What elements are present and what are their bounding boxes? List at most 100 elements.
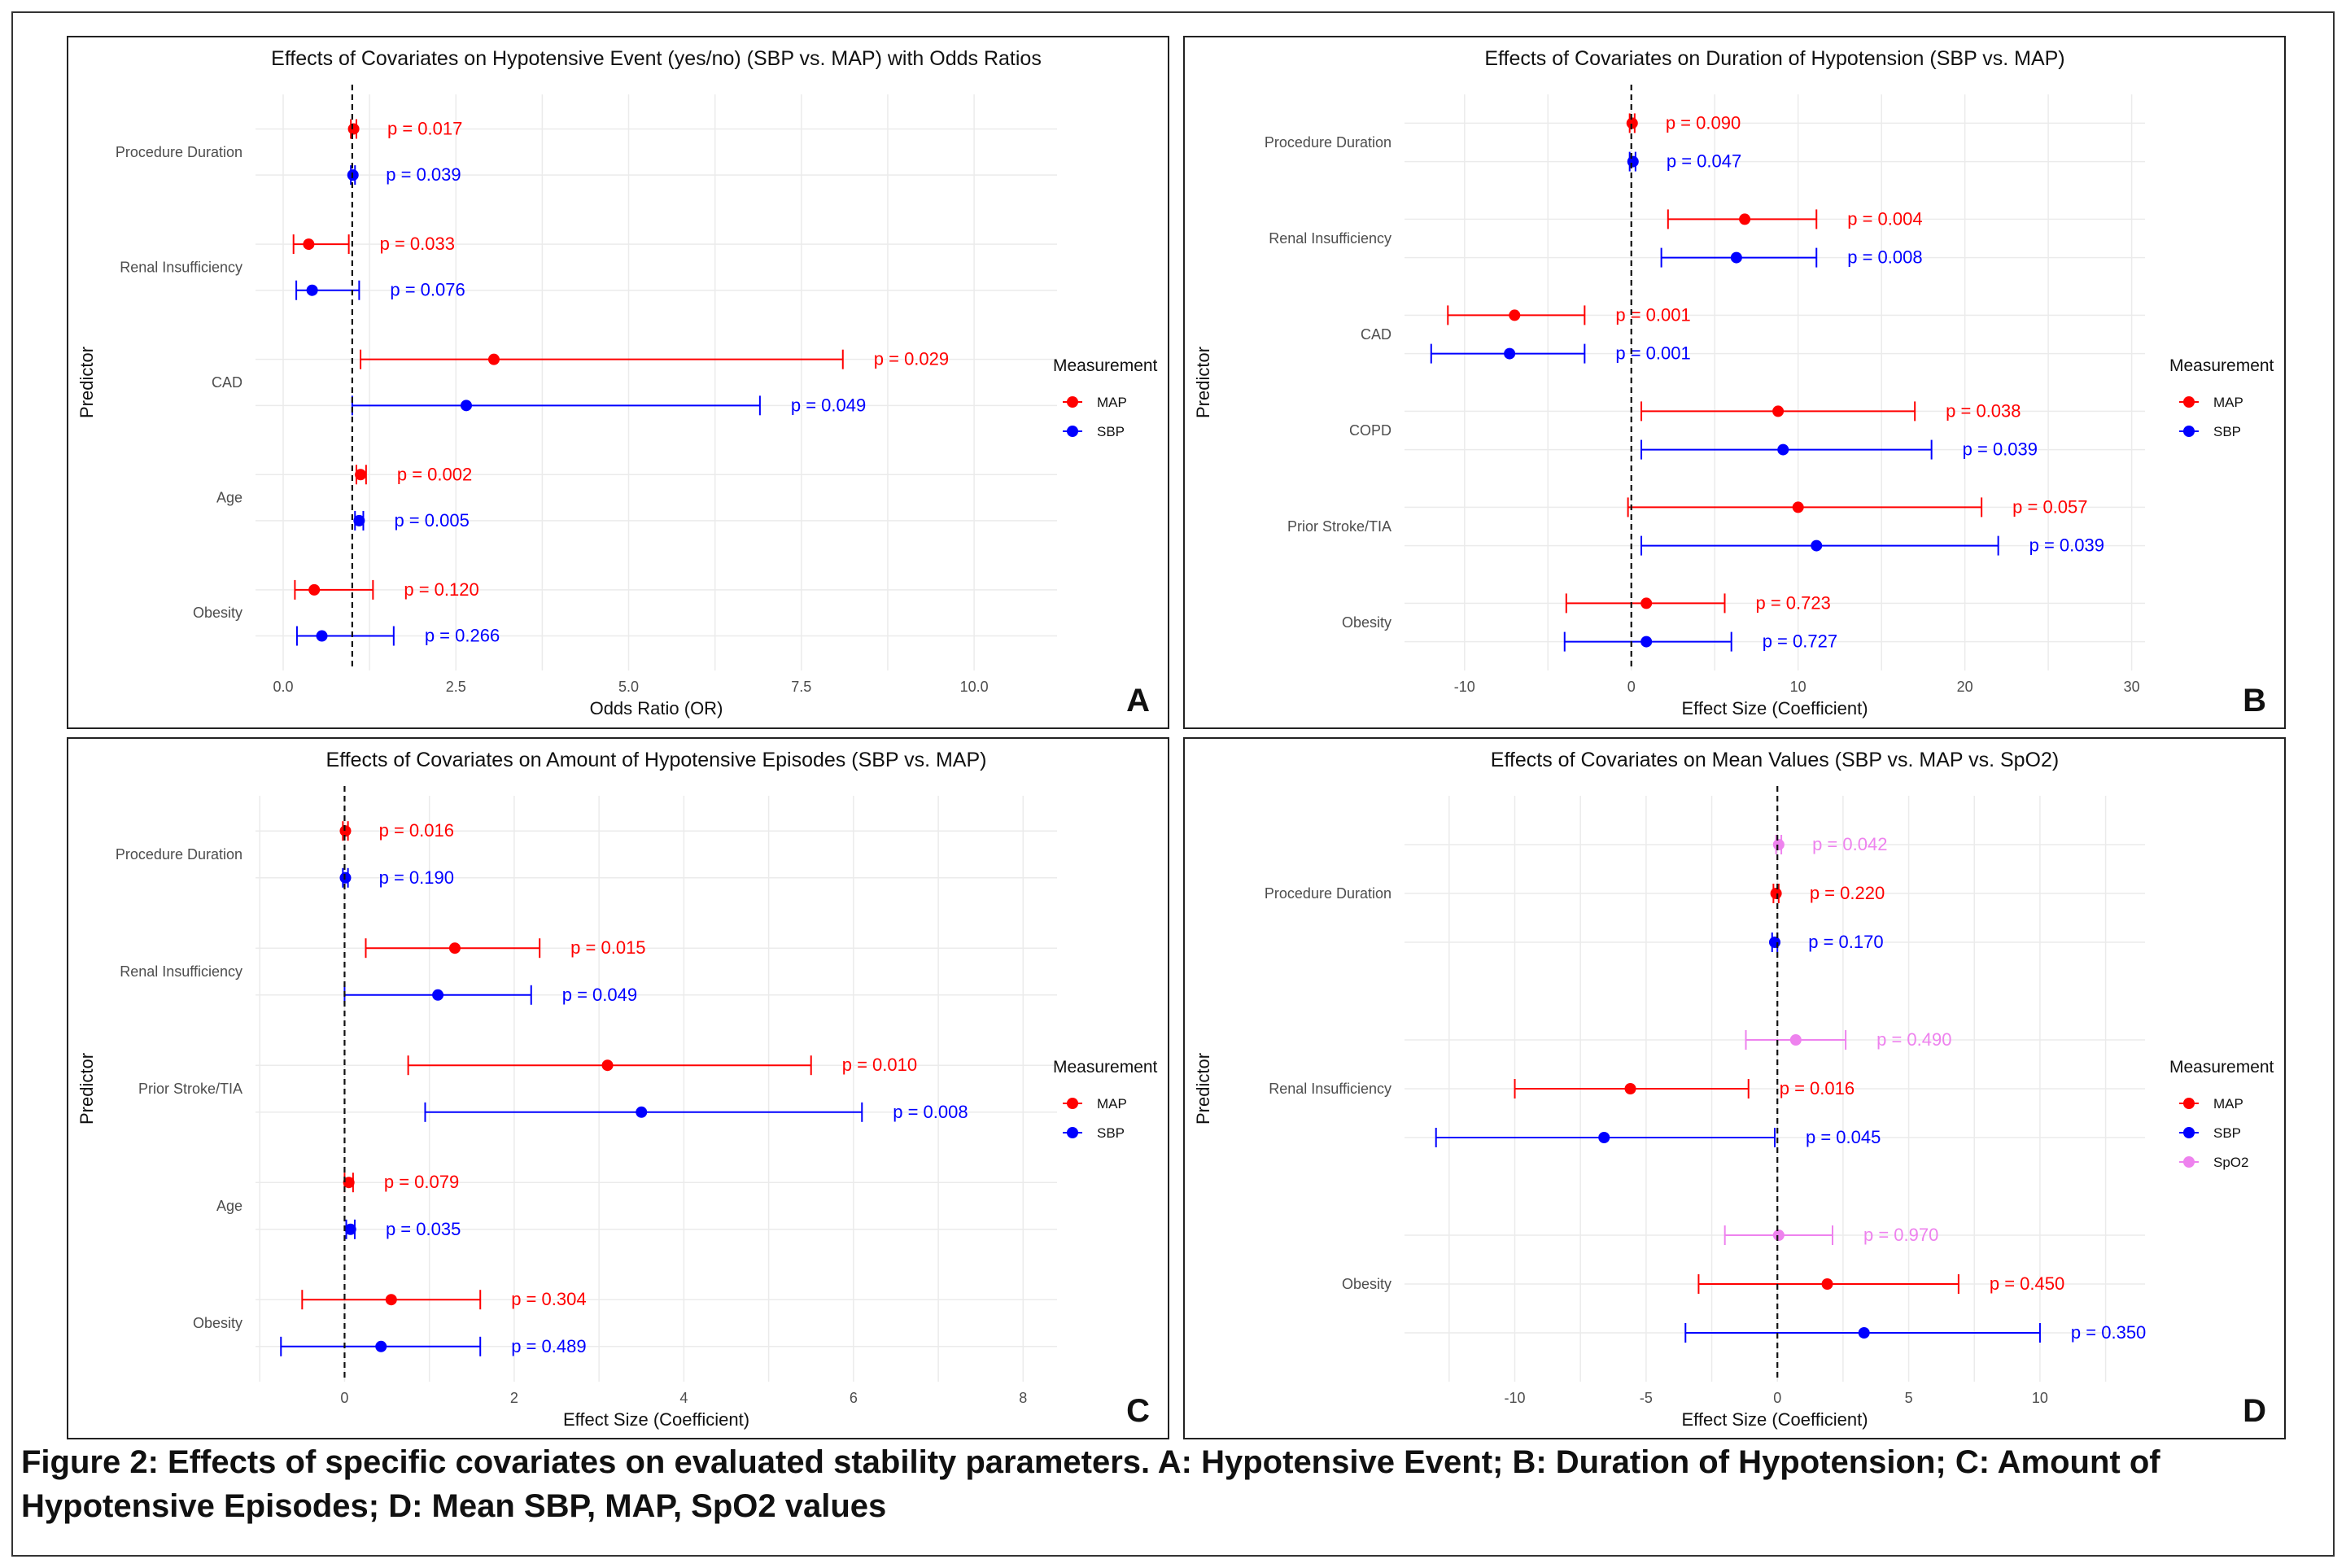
y-tick-label: Prior Stroke/TIA: [138, 1081, 242, 1097]
data-point: [306, 284, 318, 296]
x-tick-label: 30: [2124, 679, 2140, 695]
panel-a: Effects of Covariates on Hypotensive Eve…: [67, 36, 1169, 729]
data-point: [1811, 539, 1823, 552]
data-point: [448, 942, 461, 954]
p-value-label: p = 0.039: [1963, 439, 2038, 460]
chart-title: Effects of Covariates on Mean Values (SB…: [1491, 749, 2059, 771]
y-tick-label: Renal Insufficiency: [120, 259, 242, 275]
p-value-label: p = 0.039: [2029, 535, 2104, 556]
y-tick-label: Procedure Duration: [1265, 885, 1391, 902]
legend-key-point: [2183, 1127, 2195, 1138]
p-value-label: p = 0.015: [570, 937, 645, 958]
p-value-label: p = 0.076: [390, 280, 465, 300]
p-value-label: p = 0.029: [874, 349, 949, 369]
data-point: [1770, 888, 1782, 899]
panel-letter: C: [1126, 1393, 1150, 1429]
chart-title: Effects of Covariates on Duration of Hyp…: [1484, 47, 2064, 70]
legend-label: SBP: [1097, 1125, 1125, 1141]
data-point: [353, 514, 365, 526]
data-point: [308, 583, 321, 596]
data-point: [347, 123, 360, 135]
x-tick-label: 10.0: [960, 679, 989, 695]
legend-key-point: [2183, 1098, 2195, 1109]
chart-svg: Effects of Covariates on Duration of Hyp…: [1193, 47, 2274, 718]
data-point: [1821, 1278, 1833, 1290]
legend-label: MAP: [2213, 1096, 2243, 1112]
data-point: [1769, 937, 1780, 948]
data-point: [385, 1294, 397, 1306]
legend-key-point: [2183, 396, 2195, 408]
data-point: [1772, 839, 1785, 850]
data-point: [344, 1223, 356, 1235]
data-point: [601, 1059, 614, 1072]
legend-label: MAP: [1097, 1096, 1127, 1112]
p-value-label: p = 0.090: [1666, 112, 1741, 133]
data-point: [355, 469, 367, 481]
p-value-label: p = 0.489: [511, 1336, 586, 1356]
legend-title: Measurement: [2169, 1058, 2274, 1077]
panel-c: Effects of Covariates on Amount of Hypot…: [67, 737, 1169, 1439]
legend-title: Measurement: [2169, 356, 2274, 375]
legend-key-point: [1067, 396, 1078, 408]
chart-title: Effects of Covariates on Amount of Hypot…: [326, 749, 987, 771]
data-point: [1730, 251, 1742, 264]
legend-key-point: [2183, 1156, 2195, 1168]
x-axis-label: Effect Size (Coefficient): [1681, 1409, 1868, 1430]
p-value-label: p = 0.450: [1990, 1273, 2064, 1294]
p-value-label: p = 0.120: [404, 579, 478, 600]
p-value-label: p = 0.002: [397, 464, 472, 484]
y-tick-label: COPD: [1349, 422, 1391, 439]
y-tick-label: Procedure Duration: [116, 846, 242, 863]
y-tick-label: Prior Stroke/TIA: [1287, 518, 1391, 535]
p-value-label: p = 0.001: [1615, 304, 1690, 325]
legend-key-point: [1067, 1127, 1078, 1138]
p-value-label: p = 0.038: [1946, 400, 2021, 421]
y-tick-label: Renal Insufficiency: [120, 963, 242, 980]
x-tick-label: 2.5: [446, 679, 466, 695]
figure-frame: [11, 11, 2335, 1557]
p-value-label: p = 0.016: [1780, 1078, 1855, 1098]
y-axis-label: Predictor: [1193, 347, 1213, 418]
data-point: [316, 630, 328, 642]
x-tick-label: 0: [1627, 679, 1636, 695]
p-value-label: p = 0.042: [1812, 834, 1887, 854]
chart-title: Effects of Covariates on Hypotensive Eve…: [271, 47, 1042, 70]
data-point: [1626, 117, 1638, 129]
p-value-label: p = 0.035: [386, 1219, 461, 1239]
p-value-label: p = 0.017: [387, 118, 462, 138]
p-value-label: p = 0.970: [1863, 1225, 1938, 1245]
data-point: [1772, 1230, 1785, 1241]
y-tick-label: Renal Insufficiency: [1269, 230, 1391, 247]
panel-d: Effects of Covariates on Mean Values (SB…: [1183, 737, 2286, 1439]
p-value-label: p = 0.008: [1847, 247, 1922, 268]
p-value-label: p = 0.004: [1847, 208, 1922, 229]
p-value-label: p = 0.079: [384, 1172, 459, 1192]
p-value-label: p = 0.008: [893, 1102, 968, 1122]
data-point: [460, 400, 472, 412]
p-value-label: p = 0.350: [2071, 1322, 2146, 1343]
y-axis-label: Predictor: [76, 1053, 97, 1125]
panel-letter: D: [2243, 1393, 2266, 1429]
legend-key-point: [2183, 426, 2195, 437]
y-tick-label: Obesity: [193, 1315, 242, 1331]
p-value-label: p = 0.304: [511, 1289, 586, 1309]
x-tick-label: 0: [340, 1390, 348, 1406]
p-value-label: p = 0.016: [379, 820, 454, 841]
data-point: [1640, 635, 1653, 648]
x-tick-label: 2: [510, 1390, 518, 1406]
panel-b: Effects of Covariates on Duration of Hyp…: [1183, 36, 2286, 729]
data-point: [1739, 213, 1751, 225]
legend-label: MAP: [2213, 395, 2243, 410]
legend-label: SBP: [2213, 424, 2241, 439]
data-point: [1504, 347, 1516, 360]
chart-svg: Effects of Covariates on Amount of Hypot…: [76, 749, 1158, 1430]
y-tick-label: CAD: [212, 374, 242, 391]
p-value-label: p = 0.057: [2012, 496, 2087, 517]
y-tick-label: Procedure Duration: [116, 144, 242, 160]
legend-label: SBP: [1097, 424, 1125, 439]
legend-key-point: [1067, 1098, 1078, 1109]
p-value-label: p = 0.010: [842, 1055, 917, 1075]
y-tick-label: Obesity: [1342, 1276, 1391, 1292]
x-tick-label: -10: [1454, 679, 1475, 695]
p-value-label: p = 0.039: [386, 164, 461, 185]
